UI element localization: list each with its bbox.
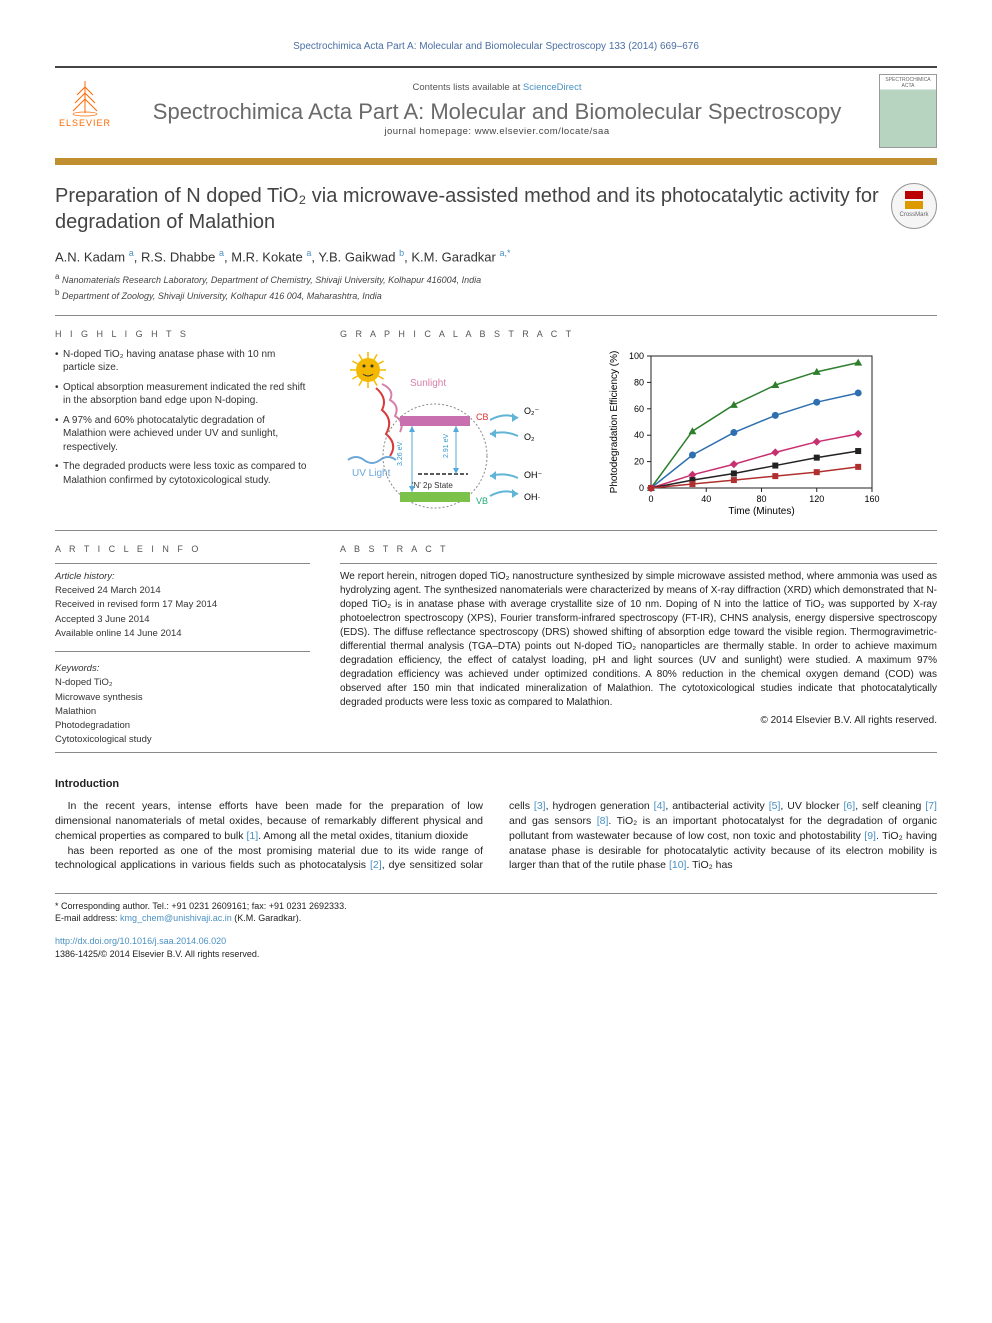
highlights-heading: H I G H L I G H T S bbox=[55, 328, 310, 340]
svg-text:20: 20 bbox=[634, 456, 644, 466]
affiliations: a Nanomaterials Research Laboratory, Dep… bbox=[55, 271, 937, 302]
svg-text:Sunlight: Sunlight bbox=[410, 378, 446, 389]
abstract-heading: A B S T R A C T bbox=[340, 543, 937, 555]
svg-text:0: 0 bbox=[648, 494, 653, 504]
crossmark-label: CrossMark bbox=[899, 211, 928, 219]
highlight-item: The degraded products were less toxic as… bbox=[55, 460, 310, 487]
highlights-list: N-doped TiO₂ having anatase phase with 1… bbox=[55, 348, 310, 488]
header-divider bbox=[55, 158, 937, 165]
svg-text:40: 40 bbox=[701, 494, 711, 504]
issn-line: 1386-1425/© 2014 Elsevier B.V. All right… bbox=[55, 948, 937, 961]
introduction-body: In the recent years, intense efforts hav… bbox=[55, 799, 937, 872]
article-title: Preparation of N doped TiO₂ via microwav… bbox=[55, 183, 879, 235]
page-footer: * Corresponding author. Tel.: +91 0231 2… bbox=[55, 893, 937, 960]
journal-reference: Spectrochimica Acta Part A: Molecular an… bbox=[55, 40, 937, 54]
svg-text:0: 0 bbox=[639, 483, 644, 493]
svg-text:'N' 2p State: 'N' 2p State bbox=[412, 481, 453, 490]
svg-text:120: 120 bbox=[809, 494, 824, 504]
svg-text:Photodegradation Efficiency (%: Photodegradation Efficiency (%) bbox=[609, 350, 620, 493]
author-list: A.N. Kadam a, R.S. Dhabbe a, M.R. Kokate… bbox=[55, 247, 937, 266]
publisher-name: ELSEVIER bbox=[59, 117, 111, 129]
svg-text:80: 80 bbox=[634, 377, 644, 387]
journal-header: ELSEVIER Contents lists available at Sci… bbox=[55, 66, 937, 148]
svg-text:60: 60 bbox=[634, 404, 644, 414]
graphical-abstract-heading: G R A P H I C A L A B S T R A C T bbox=[340, 328, 937, 340]
svg-text:Time (Minutes): Time (Minutes) bbox=[728, 506, 794, 517]
abstract-text: We report herein, nitrogen doped TiO₂ na… bbox=[340, 570, 937, 710]
highlight-item: N-doped TiO₂ having anatase phase with 1… bbox=[55, 348, 310, 375]
journal-title: Spectrochimica Acta Part A: Molecular an… bbox=[133, 99, 861, 124]
contents-available: Contents lists available at ScienceDirec… bbox=[133, 82, 861, 95]
keywords: Keywords: N-doped TiO₂Microwave synthesi… bbox=[55, 662, 310, 748]
crossmark-badge[interactable]: CrossMark bbox=[891, 183, 937, 229]
svg-text:2.91 eV: 2.91 eV bbox=[443, 433, 450, 457]
copyright: © 2014 Elsevier B.V. All rights reserved… bbox=[340, 714, 937, 728]
publisher-logo: ELSEVIER bbox=[55, 77, 115, 145]
svg-text:100: 100 bbox=[629, 351, 644, 361]
sciencedirect-link[interactable]: ScienceDirect bbox=[523, 82, 582, 93]
efficiency-chart: 0 40 80 120 160 0 20 40 60 80 100 Time (Minutes) Pho… bbox=[605, 348, 880, 518]
svg-text:80: 80 bbox=[756, 494, 766, 504]
svg-text:40: 40 bbox=[634, 430, 644, 440]
svg-text:O₂⁻: O₂⁻ bbox=[524, 406, 539, 416]
journal-homepage: journal homepage: www.elsevier.com/locat… bbox=[133, 126, 861, 139]
svg-text:160: 160 bbox=[864, 494, 879, 504]
email-link[interactable]: kmg_chem@unishivaji.ac.in bbox=[120, 913, 232, 923]
email-line: E-mail address: kmg_chem@unishivaji.ac.i… bbox=[55, 912, 937, 925]
crossmark-icon bbox=[905, 191, 923, 209]
svg-text:O₂: O₂ bbox=[524, 432, 535, 442]
elsevier-tree-icon bbox=[65, 77, 105, 117]
svg-text:VB: VB bbox=[476, 496, 488, 506]
highlight-item: A 97% and 60% photocatalytic degradation… bbox=[55, 414, 310, 455]
journal-cover-thumb: SPECTROCHIMICA ACTA bbox=[879, 74, 937, 148]
highlight-item: Optical absorption measurement indicated… bbox=[55, 381, 310, 408]
section-divider bbox=[55, 315, 937, 316]
corresponding-author: * Corresponding author. Tel.: +91 0231 2… bbox=[55, 900, 937, 913]
svg-text:OH⁻: OH⁻ bbox=[524, 470, 543, 480]
svg-text:CB: CB bbox=[476, 412, 489, 422]
mechanism-diagram: SunlightUV LightCBVB'N' 2p State3.26 eV2… bbox=[340, 348, 585, 518]
section-divider bbox=[55, 530, 937, 531]
svg-text:OH·: OH· bbox=[524, 492, 541, 502]
section-divider bbox=[55, 752, 937, 753]
svg-text:3.26 eV: 3.26 eV bbox=[397, 441, 404, 465]
introduction-heading: Introduction bbox=[55, 777, 937, 792]
doi-link[interactable]: http://dx.doi.org/10.1016/j.saa.2014.06.… bbox=[55, 936, 226, 946]
article-history: Article history: Received 24 March 2014R… bbox=[55, 570, 310, 641]
article-info-heading: A R T I C L E I N F O bbox=[55, 543, 310, 555]
